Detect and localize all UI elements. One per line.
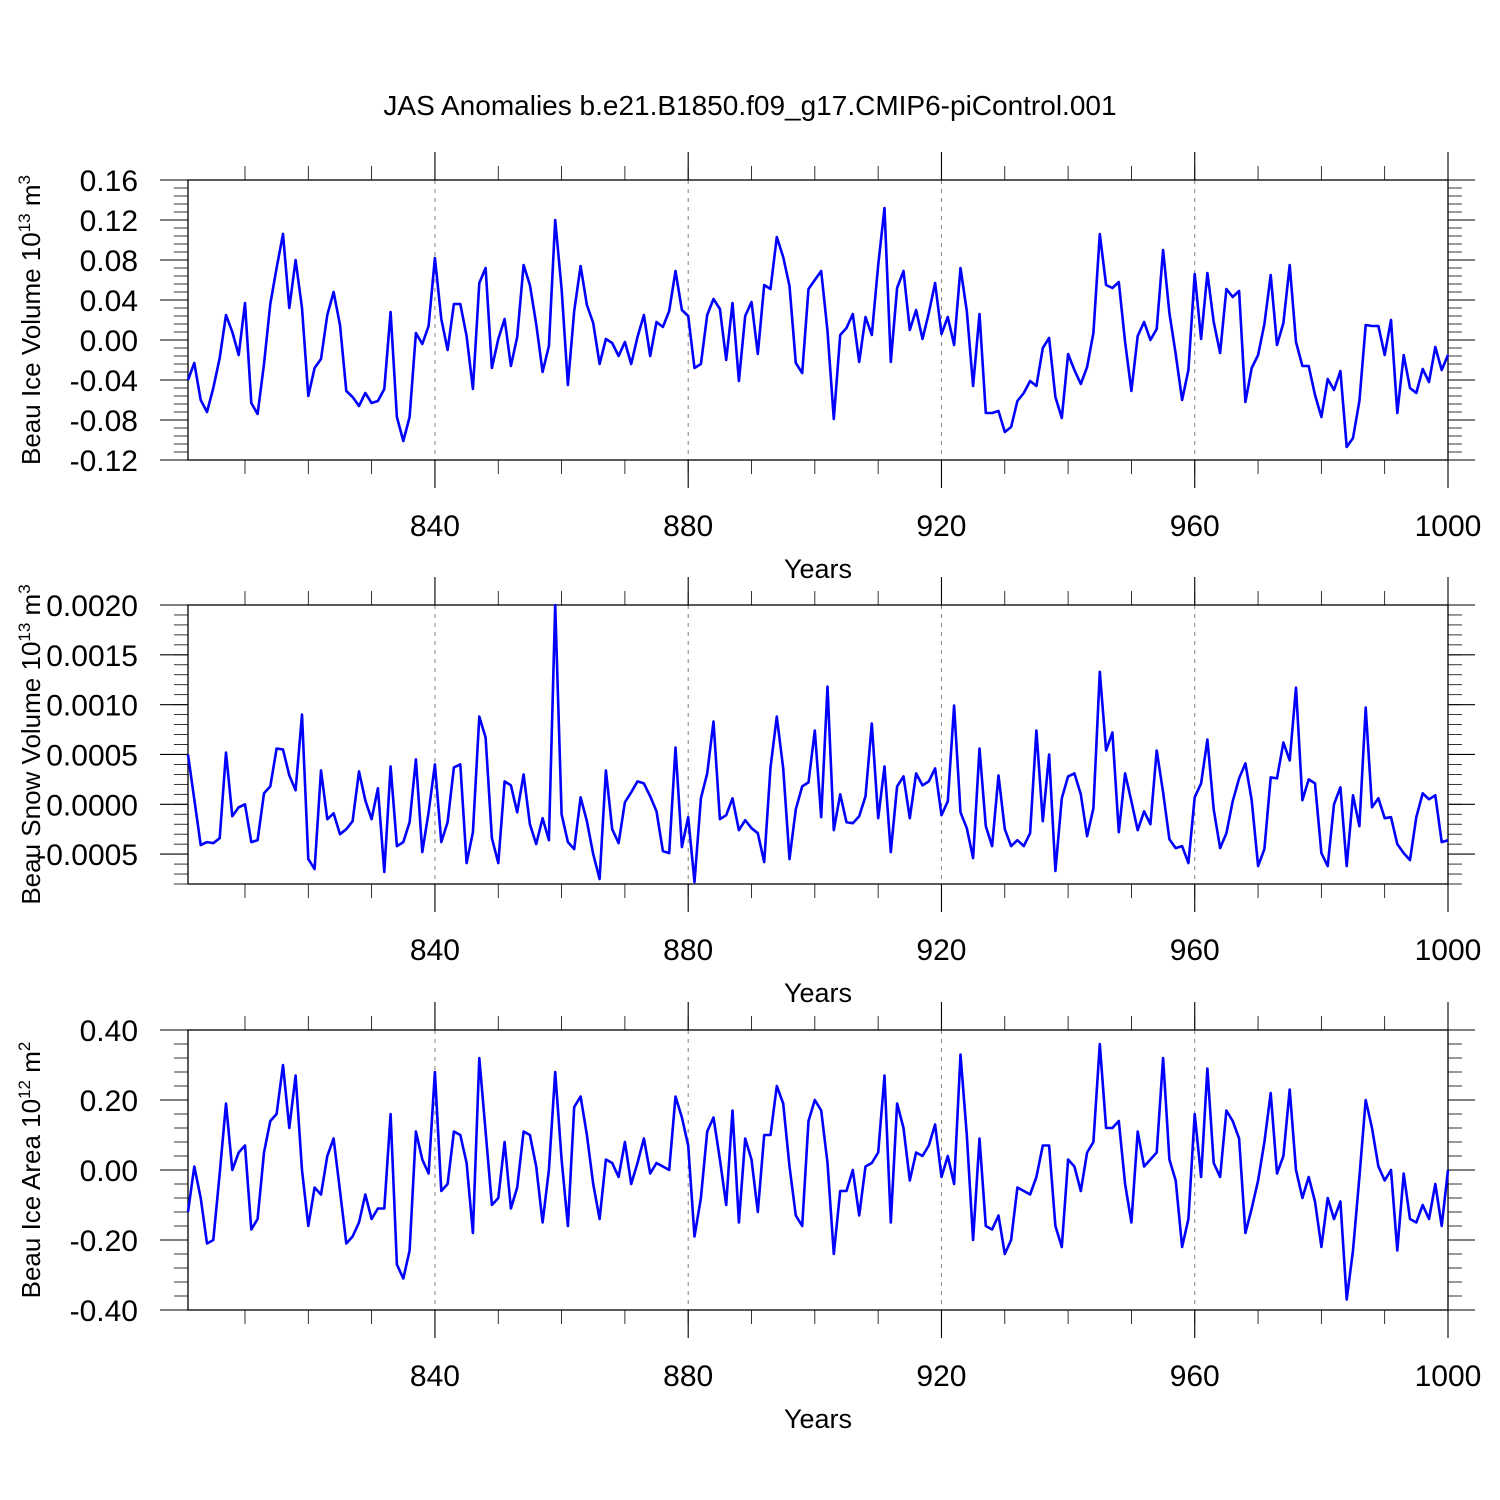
chart-2-xtick-label: 920 xyxy=(916,1360,966,1393)
chart-0-ylabel-exp: 13 xyxy=(15,213,34,232)
chart-1-xtick-label: 920 xyxy=(916,934,966,967)
chart-0-ylabel-unit: m xyxy=(16,184,46,213)
chart-1-ytick-label: 0.0005 xyxy=(46,739,138,772)
chart-0-ylabel: Beau Ice Volume 1013 m3 xyxy=(15,175,46,465)
chart-2-ylabel: Beau Ice Area 1012 m2 xyxy=(15,1042,46,1299)
chart-2-xtick-label: 840 xyxy=(410,1360,460,1393)
chart-2-ylabel-unit-exp: 2 xyxy=(15,1042,34,1051)
chart-0-xtick-label: 960 xyxy=(1170,510,1220,543)
chart-1-xlabel: Years xyxy=(784,978,852,1008)
chart-0-ytick-label: 0.08 xyxy=(80,245,138,278)
chart-1-frame xyxy=(187,604,1449,885)
chart-0-xlabel: Years xyxy=(784,554,852,584)
chart-0-ylabel-text: Beau Ice Volume 10 xyxy=(16,232,46,465)
chart-2-ytick-label: 0.40 xyxy=(80,1015,138,1048)
panel-ice-volume: -0.12 -0.08 -0.04 0.00 0.04 0.08 0.12 0.16 840 88… xyxy=(15,152,1481,584)
chart-1-ytick-label: 0.0015 xyxy=(46,640,138,673)
chart-0-xtick-label: 1000 xyxy=(1415,510,1482,543)
chart-1-series-line xyxy=(186,603,1449,884)
chart-2-xlabel: Years xyxy=(784,1404,852,1434)
chart-0-ytick-label: 0.04 xyxy=(80,285,138,318)
chart-1-ylabel-unit: m xyxy=(16,594,46,623)
chart-0-ytick-label: -0.12 xyxy=(70,445,138,478)
figure-title: JAS Anomalies b.e21.B1850.f09_g17.CMIP6-… xyxy=(383,90,1116,121)
panel-snow-volume: -0.0005 0.0000 0.0005 0.0010 0.0015 0.0020 840… xyxy=(15,577,1481,1008)
chart-2-ytick-label: -0.20 xyxy=(70,1225,138,1258)
chart-2-ytick-label: -0.40 xyxy=(70,1295,138,1328)
chart-0-frame xyxy=(187,179,1449,461)
chart-2-xtick-label: 960 xyxy=(1170,1360,1220,1393)
chart-0-ylabel-unit-exp: 3 xyxy=(15,175,34,184)
chart-0-ytick-label: -0.08 xyxy=(70,405,138,438)
chart-1-ytick-label: 0.0020 xyxy=(46,590,138,623)
chart-2-xtick-label: 880 xyxy=(663,1360,713,1393)
chart-1-ylabel-unit-exp: 3 xyxy=(15,584,34,593)
chart-0-xtick-label: 880 xyxy=(663,510,713,543)
chart-2-ylabel-exp: 12 xyxy=(15,1080,34,1099)
chart-1-ylabel-text: Beau Snow Volume 10 xyxy=(16,642,46,905)
chart-1-xtick-label: 960 xyxy=(1170,934,1220,967)
chart-2-xtick-label: 1000 xyxy=(1415,1360,1482,1393)
chart-1-ytick-label: 0.0010 xyxy=(46,690,138,723)
chart-1-ylabel-exp: 13 xyxy=(15,623,34,642)
chart-0-series-line xyxy=(186,206,1450,449)
chart-1-xtick-label: 840 xyxy=(410,934,460,967)
chart-2-ytick-label: 0.00 xyxy=(80,1155,138,1188)
chart-1-xtick-label: 880 xyxy=(663,934,713,967)
panel-ice-area: -0.40 -0.20 0.00 0.20 0.40 840 880 920 960 1000 Ye… xyxy=(15,1002,1481,1434)
chart-2-ylabel-text: Beau Ice Area 10 xyxy=(16,1099,46,1298)
chart-1-xtick-label: 1000 xyxy=(1415,934,1482,967)
chart-0-ytick-label: 0.16 xyxy=(80,165,138,198)
chart-2-ylabel-unit: m xyxy=(16,1051,46,1080)
chart-1-ytick-label: 0.0000 xyxy=(46,789,138,822)
chart-1-ytick-label: -0.0005 xyxy=(36,839,138,872)
chart-0-ytick-label: -0.04 xyxy=(70,365,138,398)
chart-0-xtick-label: 920 xyxy=(916,510,966,543)
chart-0-ytick-label: 0.00 xyxy=(80,325,138,358)
chart-0-ytick-label: 0.12 xyxy=(80,205,138,238)
chart-2-ytick-label: 0.20 xyxy=(80,1085,138,1118)
chart-1-ylabel: Beau Snow Volume 1013 m3 xyxy=(15,584,46,904)
chart-0-xtick-label: 840 xyxy=(410,510,460,543)
chart-2-series-line xyxy=(186,1042,1450,1301)
